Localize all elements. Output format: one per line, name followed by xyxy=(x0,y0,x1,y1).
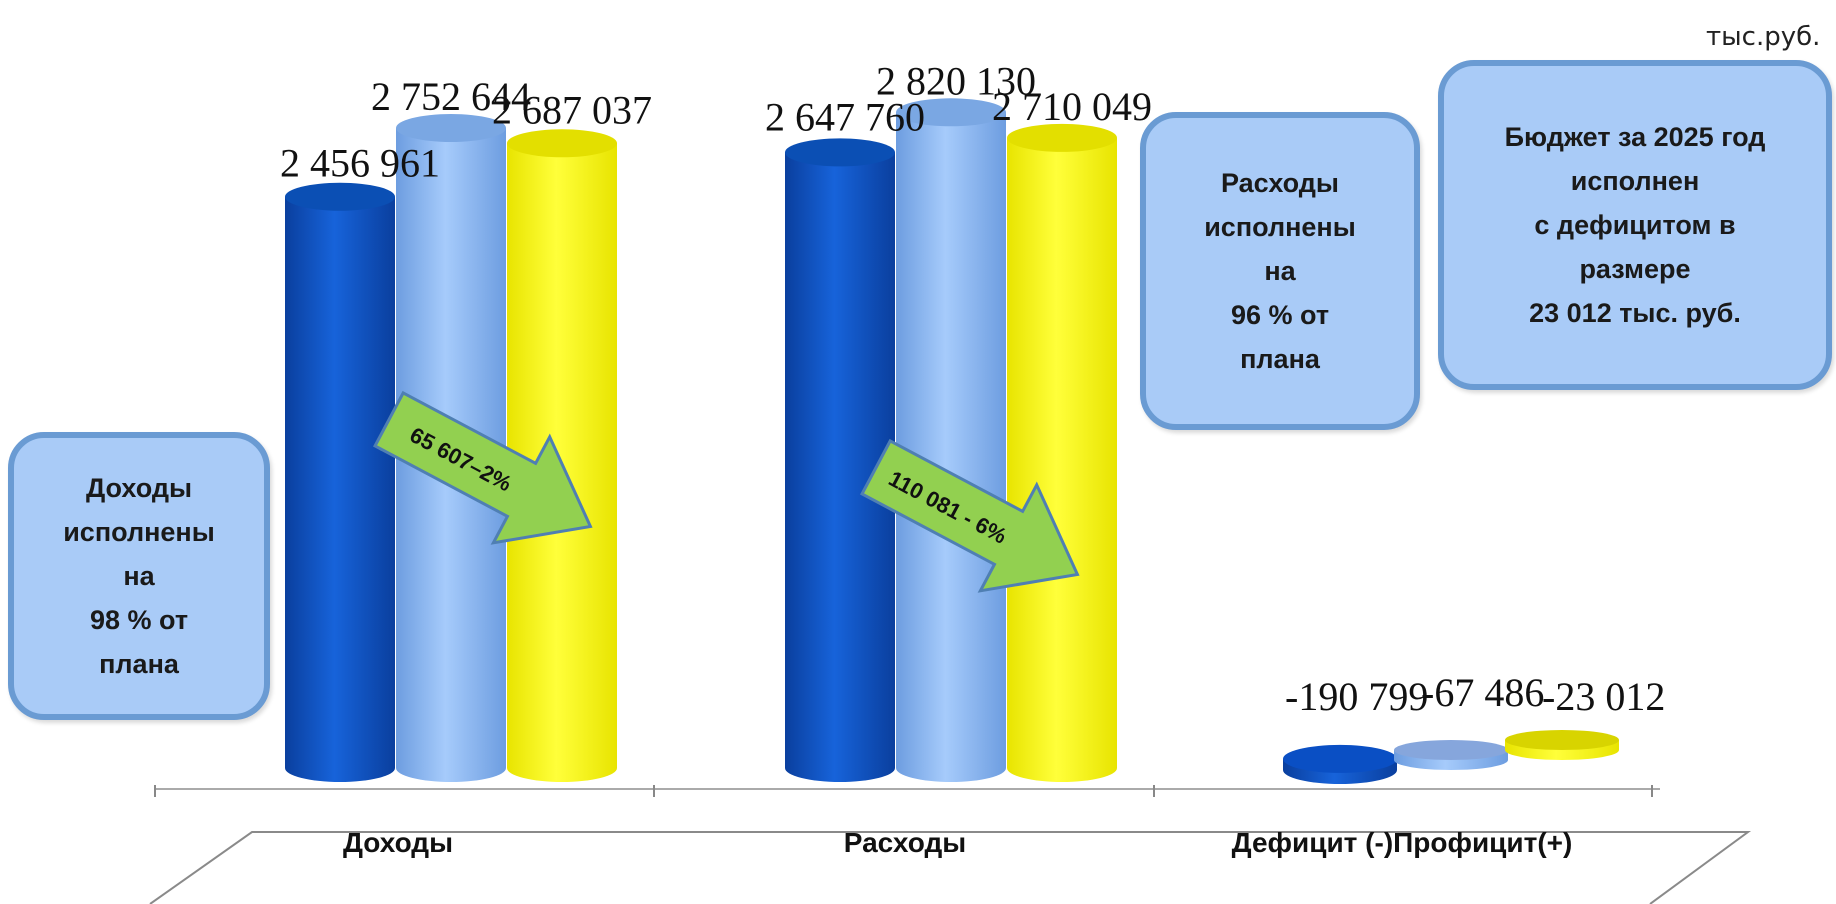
data-label: -67 486 xyxy=(1421,670,1544,715)
callout-expense: Расходы исполнены на 96 % от плана xyxy=(1140,112,1420,430)
data-label: -190 799 xyxy=(1285,674,1428,719)
callout-budget: Бюджет за 2025 год исполнен с дефицитом … xyxy=(1438,60,1832,390)
data-label: 2 647 760 xyxy=(765,94,925,139)
bar-2-2 xyxy=(1505,730,1619,760)
bar-1-0 xyxy=(785,138,895,782)
bar-2-0 xyxy=(1283,744,1397,784)
category-label: Расходы xyxy=(844,827,966,858)
data-label: 2 687 037 xyxy=(492,87,652,132)
bar-2-1 xyxy=(1394,740,1508,770)
category-label: Доходы xyxy=(343,827,453,858)
callout-expense-text: Расходы исполнены на 96 % от плана xyxy=(1204,168,1356,374)
callout-budget-text: Бюджет за 2025 год исполнен с дефицитом … xyxy=(1504,122,1766,328)
callout-income: Доходы исполнены на 98 % от плана xyxy=(8,432,270,720)
data-label: 2 456 961 xyxy=(280,141,440,186)
data-label: -23 012 xyxy=(1542,674,1665,719)
bar-1-1 xyxy=(896,98,1006,782)
data-label: 2 710 049 xyxy=(992,84,1152,129)
data-label: 2 752 644 xyxy=(371,74,531,119)
bar-0-0 xyxy=(285,182,395,782)
category-label: Дефицит (-)Профицит(+) xyxy=(1232,827,1573,858)
chart-floor xyxy=(149,785,1752,904)
bar-1-2 xyxy=(1007,123,1117,782)
unit-label: тыс.руб. xyxy=(1706,22,1821,52)
callout-income-text: Доходы исполнены на 98 % от плана xyxy=(63,473,215,679)
data-label: 2 820 130 xyxy=(876,58,1036,103)
